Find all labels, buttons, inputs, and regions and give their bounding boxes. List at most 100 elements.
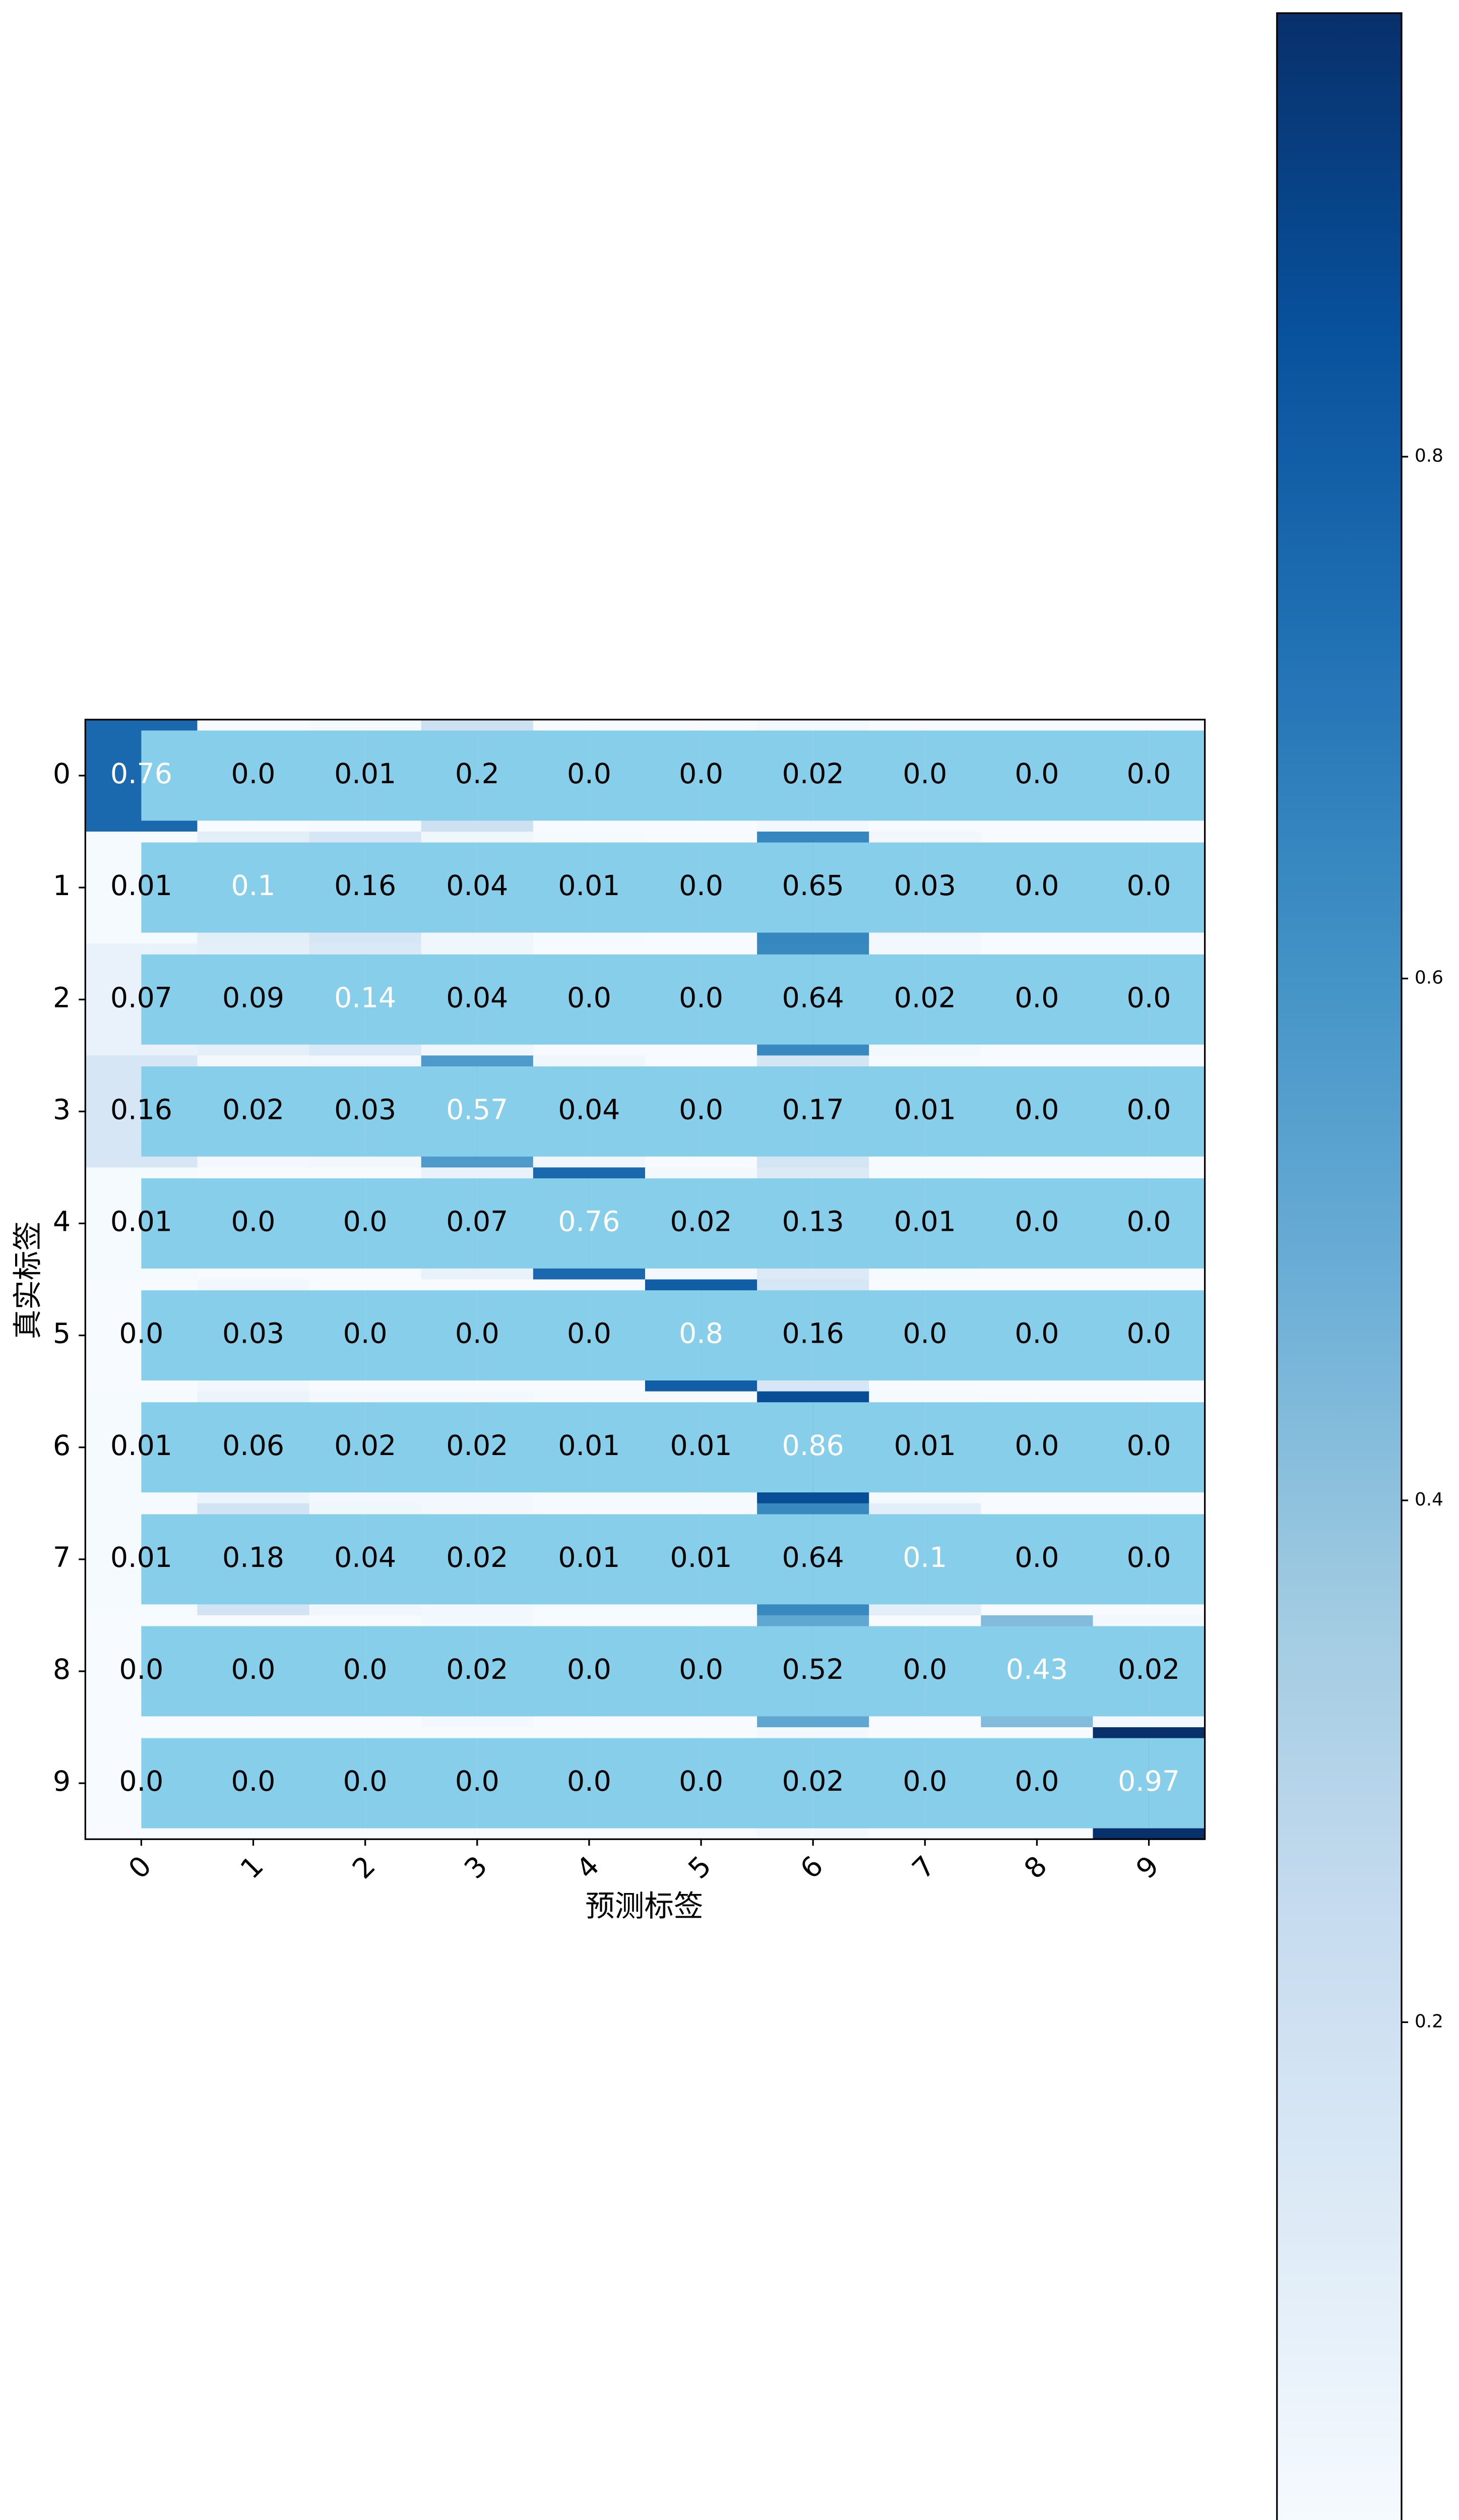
label-background <box>589 730 702 821</box>
label-background <box>477 1066 589 1157</box>
label-background <box>253 1290 365 1381</box>
cell-label: 0.0 <box>1127 1094 1171 1126</box>
cell-label: 0.0 <box>679 870 723 902</box>
cell-label: 0.0 <box>1127 982 1171 1014</box>
cell-label: 0.0 <box>455 1318 499 1350</box>
colorbar-tick-label: 0.2 <box>1415 2011 1443 2032</box>
cell-label: 0.01 <box>670 1542 732 1574</box>
cell-label: 0.17 <box>782 1094 844 1126</box>
cell-label: 0.0 <box>1127 1206 1171 1238</box>
cell-label: 0.04 <box>334 1542 396 1574</box>
cell-label: 0.0 <box>1015 870 1059 902</box>
cell-label: 0.01 <box>894 1094 956 1126</box>
cell-label: 0.0 <box>567 1654 611 1686</box>
label-background <box>365 1290 477 1381</box>
label-background <box>813 954 925 1045</box>
label-background <box>925 1738 1037 1829</box>
y-tick-label: 1 <box>53 870 71 902</box>
cell-label: 0.0 <box>567 758 611 790</box>
cell-label: 0.86 <box>782 1430 844 1462</box>
x-tick-label: 8 <box>1018 1850 1053 1885</box>
label-background <box>253 730 365 821</box>
label-background <box>1037 1626 1149 1717</box>
label-background <box>1149 1514 1205 1605</box>
label-background <box>477 1514 589 1605</box>
x-tick-label: 6 <box>794 1850 830 1885</box>
label-background <box>477 1290 589 1381</box>
label-background <box>813 1290 925 1381</box>
cell-label: 0.01 <box>110 870 172 902</box>
cell-label: 0.01 <box>670 1430 732 1462</box>
plot-frame <box>84 719 1206 1840</box>
cell-label: 0.18 <box>222 1542 284 1574</box>
label-background <box>701 1738 813 1829</box>
label-background <box>925 1290 1037 1381</box>
label-background <box>1037 1402 1149 1493</box>
y-tick-label: 9 <box>53 1766 71 1798</box>
label-background <box>253 1066 365 1157</box>
label-background <box>925 954 1037 1045</box>
label-background <box>141 1514 253 1605</box>
cell-label: 0.0 <box>343 1654 388 1686</box>
cell-label: 0.01 <box>894 1206 956 1238</box>
cell-label: 0.01 <box>110 1542 172 1574</box>
label-background <box>141 1626 253 1717</box>
label-background <box>589 1514 702 1605</box>
cell-label: 0.14 <box>334 982 396 1014</box>
x-axis-label: 预测标签 <box>585 1889 703 1923</box>
label-background <box>925 1514 1037 1605</box>
cell-label: 0.8 <box>679 1318 723 1350</box>
cell-label: 0.02 <box>446 1654 508 1686</box>
cell-label: 0.0 <box>1015 1542 1059 1574</box>
cell-label: 0.0 <box>1127 1430 1171 1462</box>
cell-label: 0.76 <box>558 1206 620 1238</box>
label-background <box>141 1178 253 1269</box>
label-background <box>141 1066 253 1157</box>
label-background <box>477 1402 589 1493</box>
x-tick-label: 9 <box>1130 1850 1166 1885</box>
label-background <box>701 1626 813 1717</box>
cell-label: 0.43 <box>1006 1654 1068 1686</box>
cell-label: 0.0 <box>679 758 723 790</box>
cell-label: 0.0 <box>455 1766 499 1798</box>
label-background <box>141 1290 253 1381</box>
cell-label: 0.0 <box>1127 1542 1171 1574</box>
cell-label: 0.0 <box>1015 1430 1059 1462</box>
label-background <box>365 954 477 1045</box>
cell-label: 0.0 <box>1015 982 1059 1014</box>
label-background <box>253 1626 365 1717</box>
label-background <box>701 1514 813 1605</box>
label-background <box>477 1738 589 1829</box>
label-background <box>925 1178 1037 1269</box>
label-background <box>477 730 589 821</box>
cell-label: 0.02 <box>782 1766 844 1798</box>
cell-label: 0.0 <box>1015 1094 1059 1126</box>
cell-label: 0.0 <box>903 1766 947 1798</box>
cell-label: 0.04 <box>446 870 508 902</box>
x-tick-label: 0 <box>122 1850 158 1885</box>
label-background <box>1037 1738 1149 1829</box>
x-tick-label: 5 <box>682 1850 718 1885</box>
y-tick-label: 7 <box>53 1542 71 1574</box>
cell-label: 0.0 <box>119 1766 163 1798</box>
label-background <box>1037 1178 1149 1269</box>
cell-label: 0.16 <box>110 1094 172 1126</box>
label-background <box>813 1738 925 1829</box>
y-tick-label: 8 <box>53 1654 71 1686</box>
label-background <box>701 1066 813 1157</box>
colorbar-tick-label: 0.6 <box>1415 968 1443 988</box>
label-background <box>813 1178 925 1269</box>
cell-label: 0.01 <box>334 758 396 790</box>
cell-label: 0.0 <box>679 982 723 1014</box>
label-background <box>365 1626 477 1717</box>
cell-label: 0.02 <box>446 1542 508 1574</box>
label-background <box>365 730 477 821</box>
cell-label: 0.0 <box>119 1654 163 1686</box>
label-background <box>701 1178 813 1269</box>
cell-label: 0.03 <box>334 1094 396 1126</box>
y-tick-label: 6 <box>53 1430 71 1462</box>
cell-label: 0.0 <box>1015 1766 1059 1798</box>
cell-label: 0.01 <box>110 1430 172 1462</box>
label-background <box>1149 842 1205 933</box>
cell-label: 0.0 <box>567 1318 611 1350</box>
